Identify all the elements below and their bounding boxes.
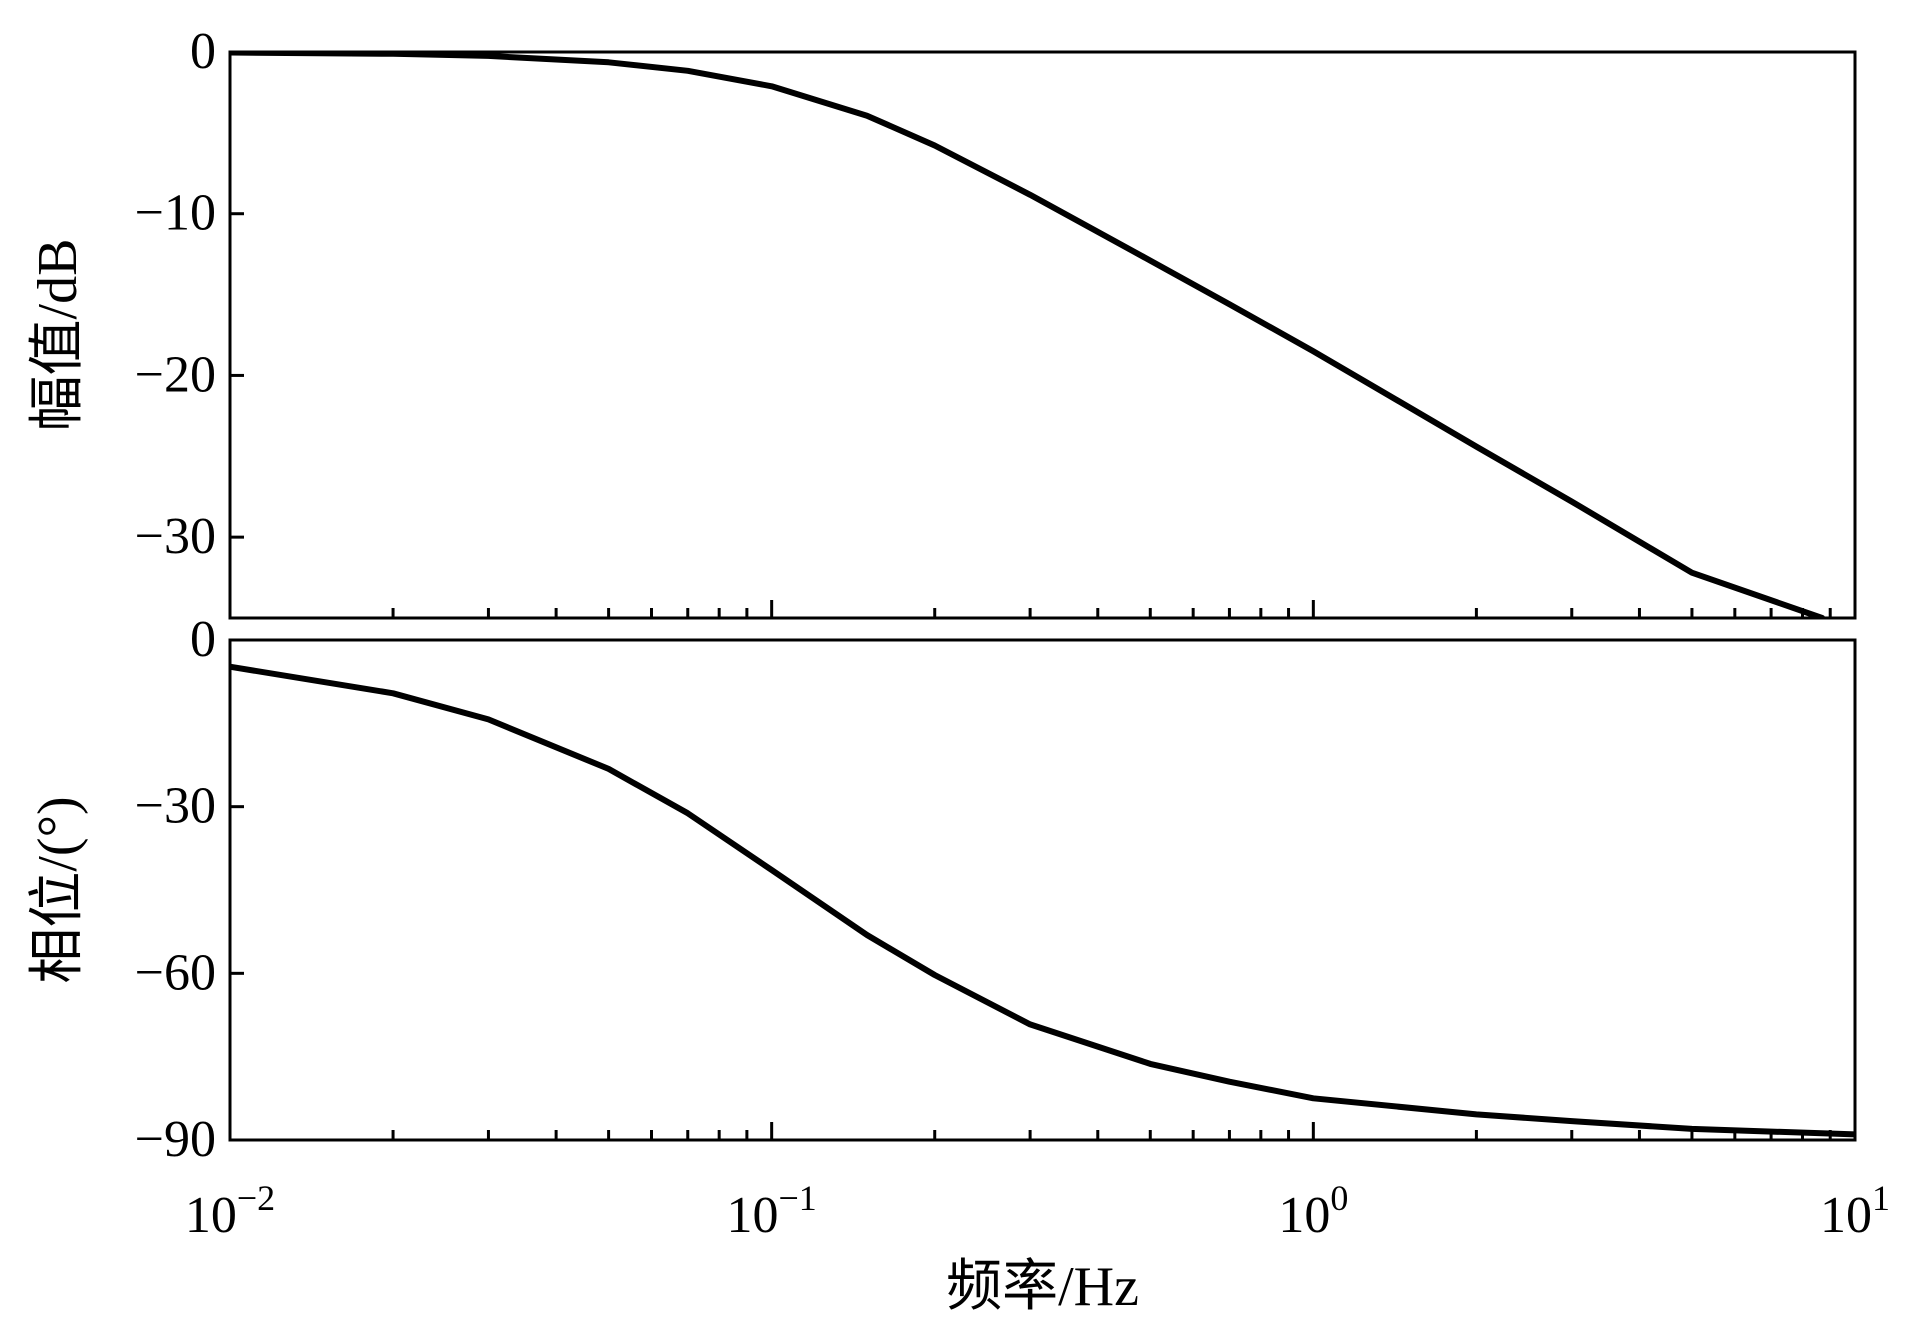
phase-series-line: [230, 663, 1855, 1138]
magnitude-y-tick-label: −20: [135, 346, 216, 403]
phase-y-tick-label: 0: [190, 611, 216, 668]
phase-x-tick-label: 10−1: [727, 1178, 817, 1244]
phase-y-tick-label: −90: [135, 1111, 216, 1168]
phase-frame: [228, 638, 1857, 1142]
magnitude-frame: [228, 50, 1857, 620]
magnitude-y-tick-label: 0: [190, 23, 216, 80]
magnitude-panel: 0 −10 −20 −30 幅值/dB: [27, 23, 1857, 620]
phase-y-tick-label: −30: [135, 778, 216, 835]
phase-panel: 0 −30 −60 −90 相位/(°) 10−2 10−1 100 101 频率/Hz: [27, 611, 1890, 1318]
magnitude-y-axis-title: 幅值/dB: [27, 239, 89, 432]
phase-y-axis-title: 相位/(°): [27, 796, 89, 983]
phase-x-tick-label: 100: [1278, 1178, 1348, 1244]
phase-x-tick-label: 10−2: [185, 1178, 275, 1244]
phase-x-axis-title: 频率/Hz: [946, 1256, 1139, 1318]
magnitude-y-tick-label: −10: [135, 185, 216, 242]
phase-y-tick-label: −60: [135, 944, 216, 1001]
magnitude-series-line: [230, 52, 1826, 618]
phase-x-tick-label: 101: [1820, 1178, 1890, 1244]
magnitude-y-tick-label: −30: [135, 508, 216, 565]
